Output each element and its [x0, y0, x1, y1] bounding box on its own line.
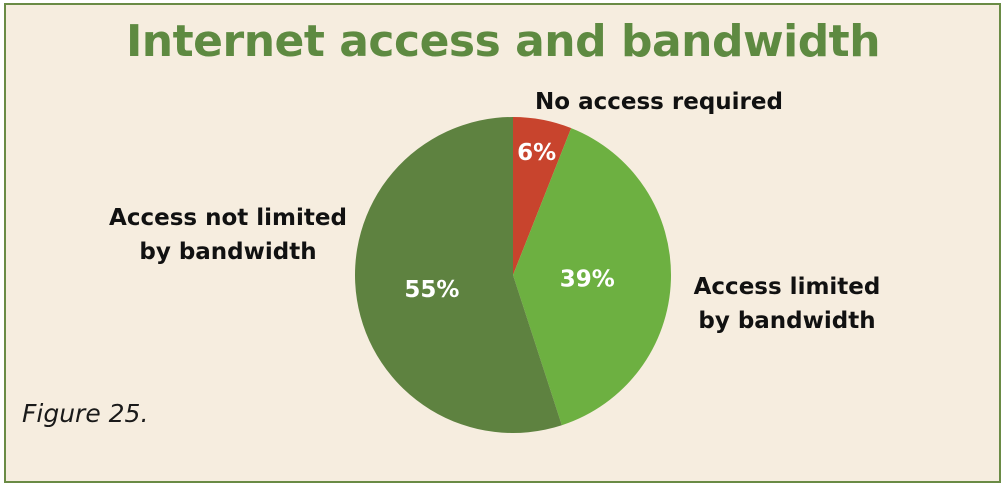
pie-slice-2 — [513, 128, 671, 426]
slice-category-label-1: No access required — [535, 89, 783, 115]
slice-value-label-2: 39% — [560, 266, 615, 292]
slice-category-label-3: Access not limited by bandwidth — [109, 205, 347, 265]
chart-title: Internet access and bandwidth — [125, 16, 881, 67]
slice-category-label-2: Access limited by bandwidth — [694, 274, 881, 334]
slice-value-label-3: 55% — [404, 277, 459, 303]
slice-value-label-1: 6% — [517, 140, 556, 166]
pie-slice-1 — [513, 117, 572, 275]
pie-slice-3 — [355, 117, 562, 434]
figure-caption: Figure 25. — [22, 399, 149, 428]
